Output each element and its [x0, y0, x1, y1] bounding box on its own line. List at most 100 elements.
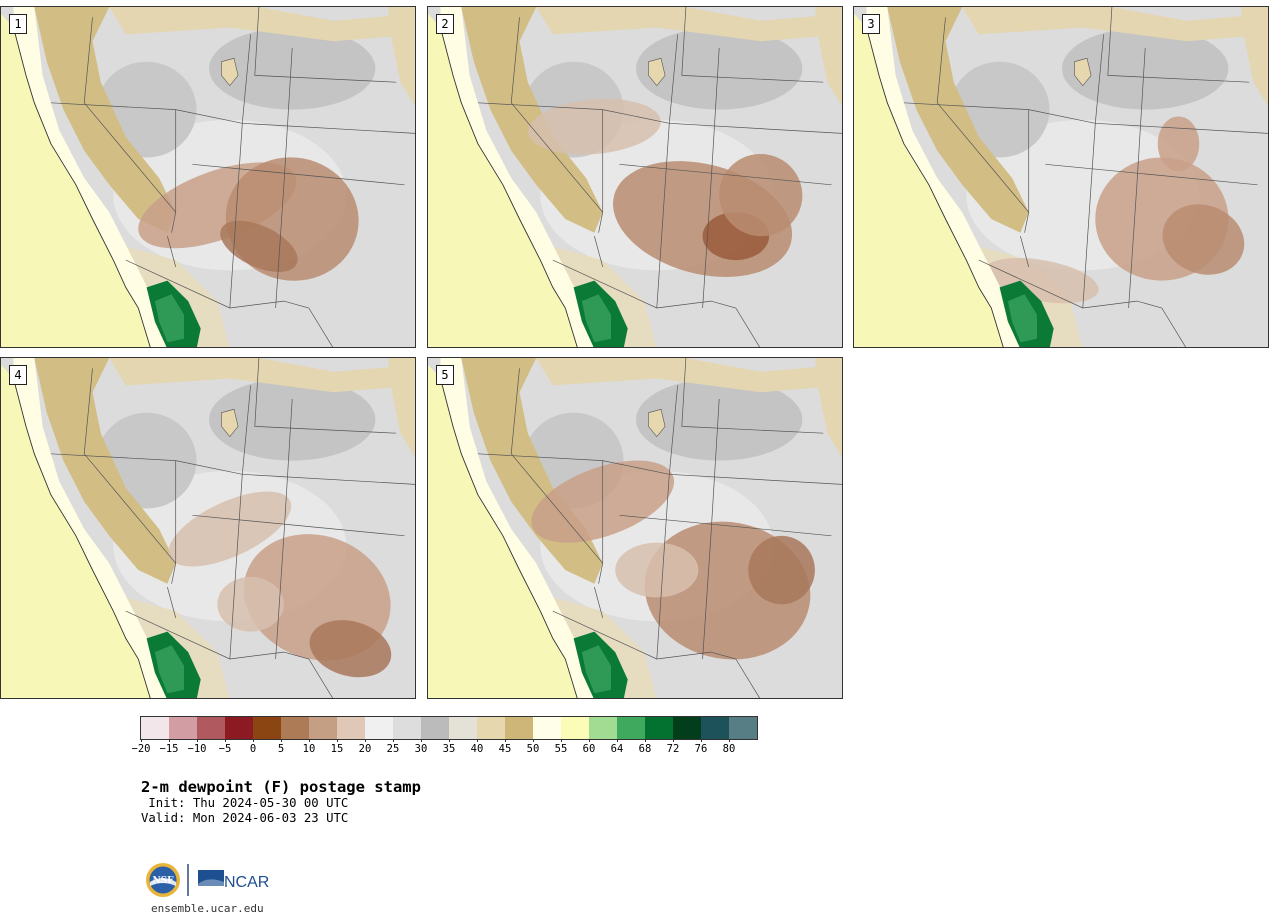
coastline [440, 378, 578, 698]
colorbar-swatch [337, 717, 365, 739]
colorbar-swatch [197, 717, 225, 739]
coastal-moist-strip [440, 7, 594, 347]
state-border [978, 259, 1186, 347]
colorbar: −20 −15 −10 −5 0 5 10 15 20 25 30 35 40 45 50 55 60 64 68 7… [132, 716, 758, 756]
colorbar-tick-label: 30 [414, 743, 428, 755]
nsf-seal-icon: NSF [146, 863, 180, 897]
state-border [229, 34, 251, 309]
dry-area [1162, 204, 1245, 275]
state-border [50, 102, 415, 134]
tan-region [962, 7, 1268, 42]
dry-area [168, 491, 292, 567]
state-border [1045, 163, 1258, 186]
mountain-tan-region [887, 7, 1029, 233]
colorbar-swatches [140, 716, 758, 740]
mountain-tan-region [461, 7, 603, 233]
colorbar-tick-label: −5 [218, 743, 232, 755]
tan-region [387, 358, 415, 458]
colorbar-swatch [141, 717, 169, 739]
dry-area [615, 542, 699, 598]
colorbar-tickmark [505, 739, 506, 742]
page-title: 2-m dewpoint (F) postage stamp [141, 778, 421, 796]
coastal-moist-strip [440, 358, 594, 698]
coastline [440, 27, 578, 347]
map-1 [1, 7, 415, 347]
colorbar-tickmark [673, 739, 674, 742]
ocean [428, 13, 578, 347]
colorbar-tick-label: 60 [582, 743, 596, 755]
great-salt-lake [1074, 57, 1092, 87]
map-5 [428, 358, 842, 698]
state-border [1020, 236, 1030, 267]
colorbar-swatch [309, 717, 337, 739]
colorbar-tickmark [253, 739, 254, 742]
dark-gray-region [209, 378, 376, 461]
state-border [656, 385, 678, 660]
panel-label-4: 4 [9, 365, 27, 385]
map-4 [1, 358, 415, 698]
gulf-inner [1007, 294, 1037, 343]
ncar-logo-icon: NCAR [198, 870, 269, 891]
gulf-inner [154, 294, 184, 343]
ocean [1, 364, 151, 698]
state-border [656, 34, 678, 309]
tan-region [536, 7, 842, 42]
coastline [13, 378, 151, 698]
colorbar-swatch [421, 717, 449, 739]
colorbar-tick-label: −20 [131, 743, 151, 755]
panel-label-5: 5 [436, 365, 454, 385]
gulf-inner [154, 645, 184, 694]
colorbar-tick-label: 64 [610, 743, 624, 755]
colorbar-swatch [505, 717, 533, 739]
state-border [510, 17, 604, 233]
colorbar-tick-label: 10 [302, 743, 316, 755]
ocean [854, 13, 1004, 347]
tan-region [814, 7, 842, 107]
coastline [866, 27, 1004, 347]
state-border [125, 259, 333, 347]
state-border [1082, 34, 1104, 309]
tan-region [814, 358, 842, 458]
colorbar-tick-label: 40 [470, 743, 484, 755]
dry-area [528, 98, 661, 155]
state-border [1107, 7, 1250, 83]
colorbar-swatch [645, 717, 673, 739]
state-border [477, 102, 842, 134]
colorbar-tick-label: 68 [638, 743, 652, 755]
state-border [552, 610, 760, 698]
colorbar-swatch [701, 717, 729, 739]
dark-gray-region [209, 27, 376, 110]
colorbar-swatch [393, 717, 421, 739]
colorbar-tickmark [393, 739, 394, 742]
colorbar-tick-label: 15 [330, 743, 344, 755]
colorbar-swatch [477, 717, 505, 739]
panel-label-2: 2 [436, 14, 454, 34]
colorbar-swatch [533, 717, 561, 739]
colorbar-tick-label: 0 [249, 743, 257, 755]
colorbar-swatch [729, 717, 757, 739]
state-border [254, 358, 397, 434]
colorbar-tick-label: 35 [442, 743, 456, 755]
tan-region [109, 7, 415, 42]
tan-region [109, 358, 415, 393]
colorbar-swatch [253, 717, 281, 739]
colorbar-tick-label: −10 [187, 743, 207, 755]
state-border [594, 236, 604, 267]
dark-gray-region [636, 378, 803, 461]
website-link[interactable]: ensemble.ucar.edu [151, 902, 264, 915]
dry-area [719, 153, 803, 237]
state-border [702, 398, 720, 660]
colorbar-tickmark [141, 739, 142, 742]
logo-graphic: NSF NCAR [146, 863, 269, 897]
state-border [903, 102, 1268, 134]
state-border [681, 358, 824, 434]
colorbar-tickmark [225, 739, 226, 742]
map-panel-4: 4 [0, 357, 416, 699]
panel-label-3: 3 [862, 14, 880, 34]
state-border [275, 47, 293, 309]
colorbar-tickmark [701, 739, 702, 742]
state-border [192, 163, 405, 186]
ocean [428, 364, 578, 698]
state-border [167, 587, 177, 618]
dry-area [309, 620, 392, 678]
